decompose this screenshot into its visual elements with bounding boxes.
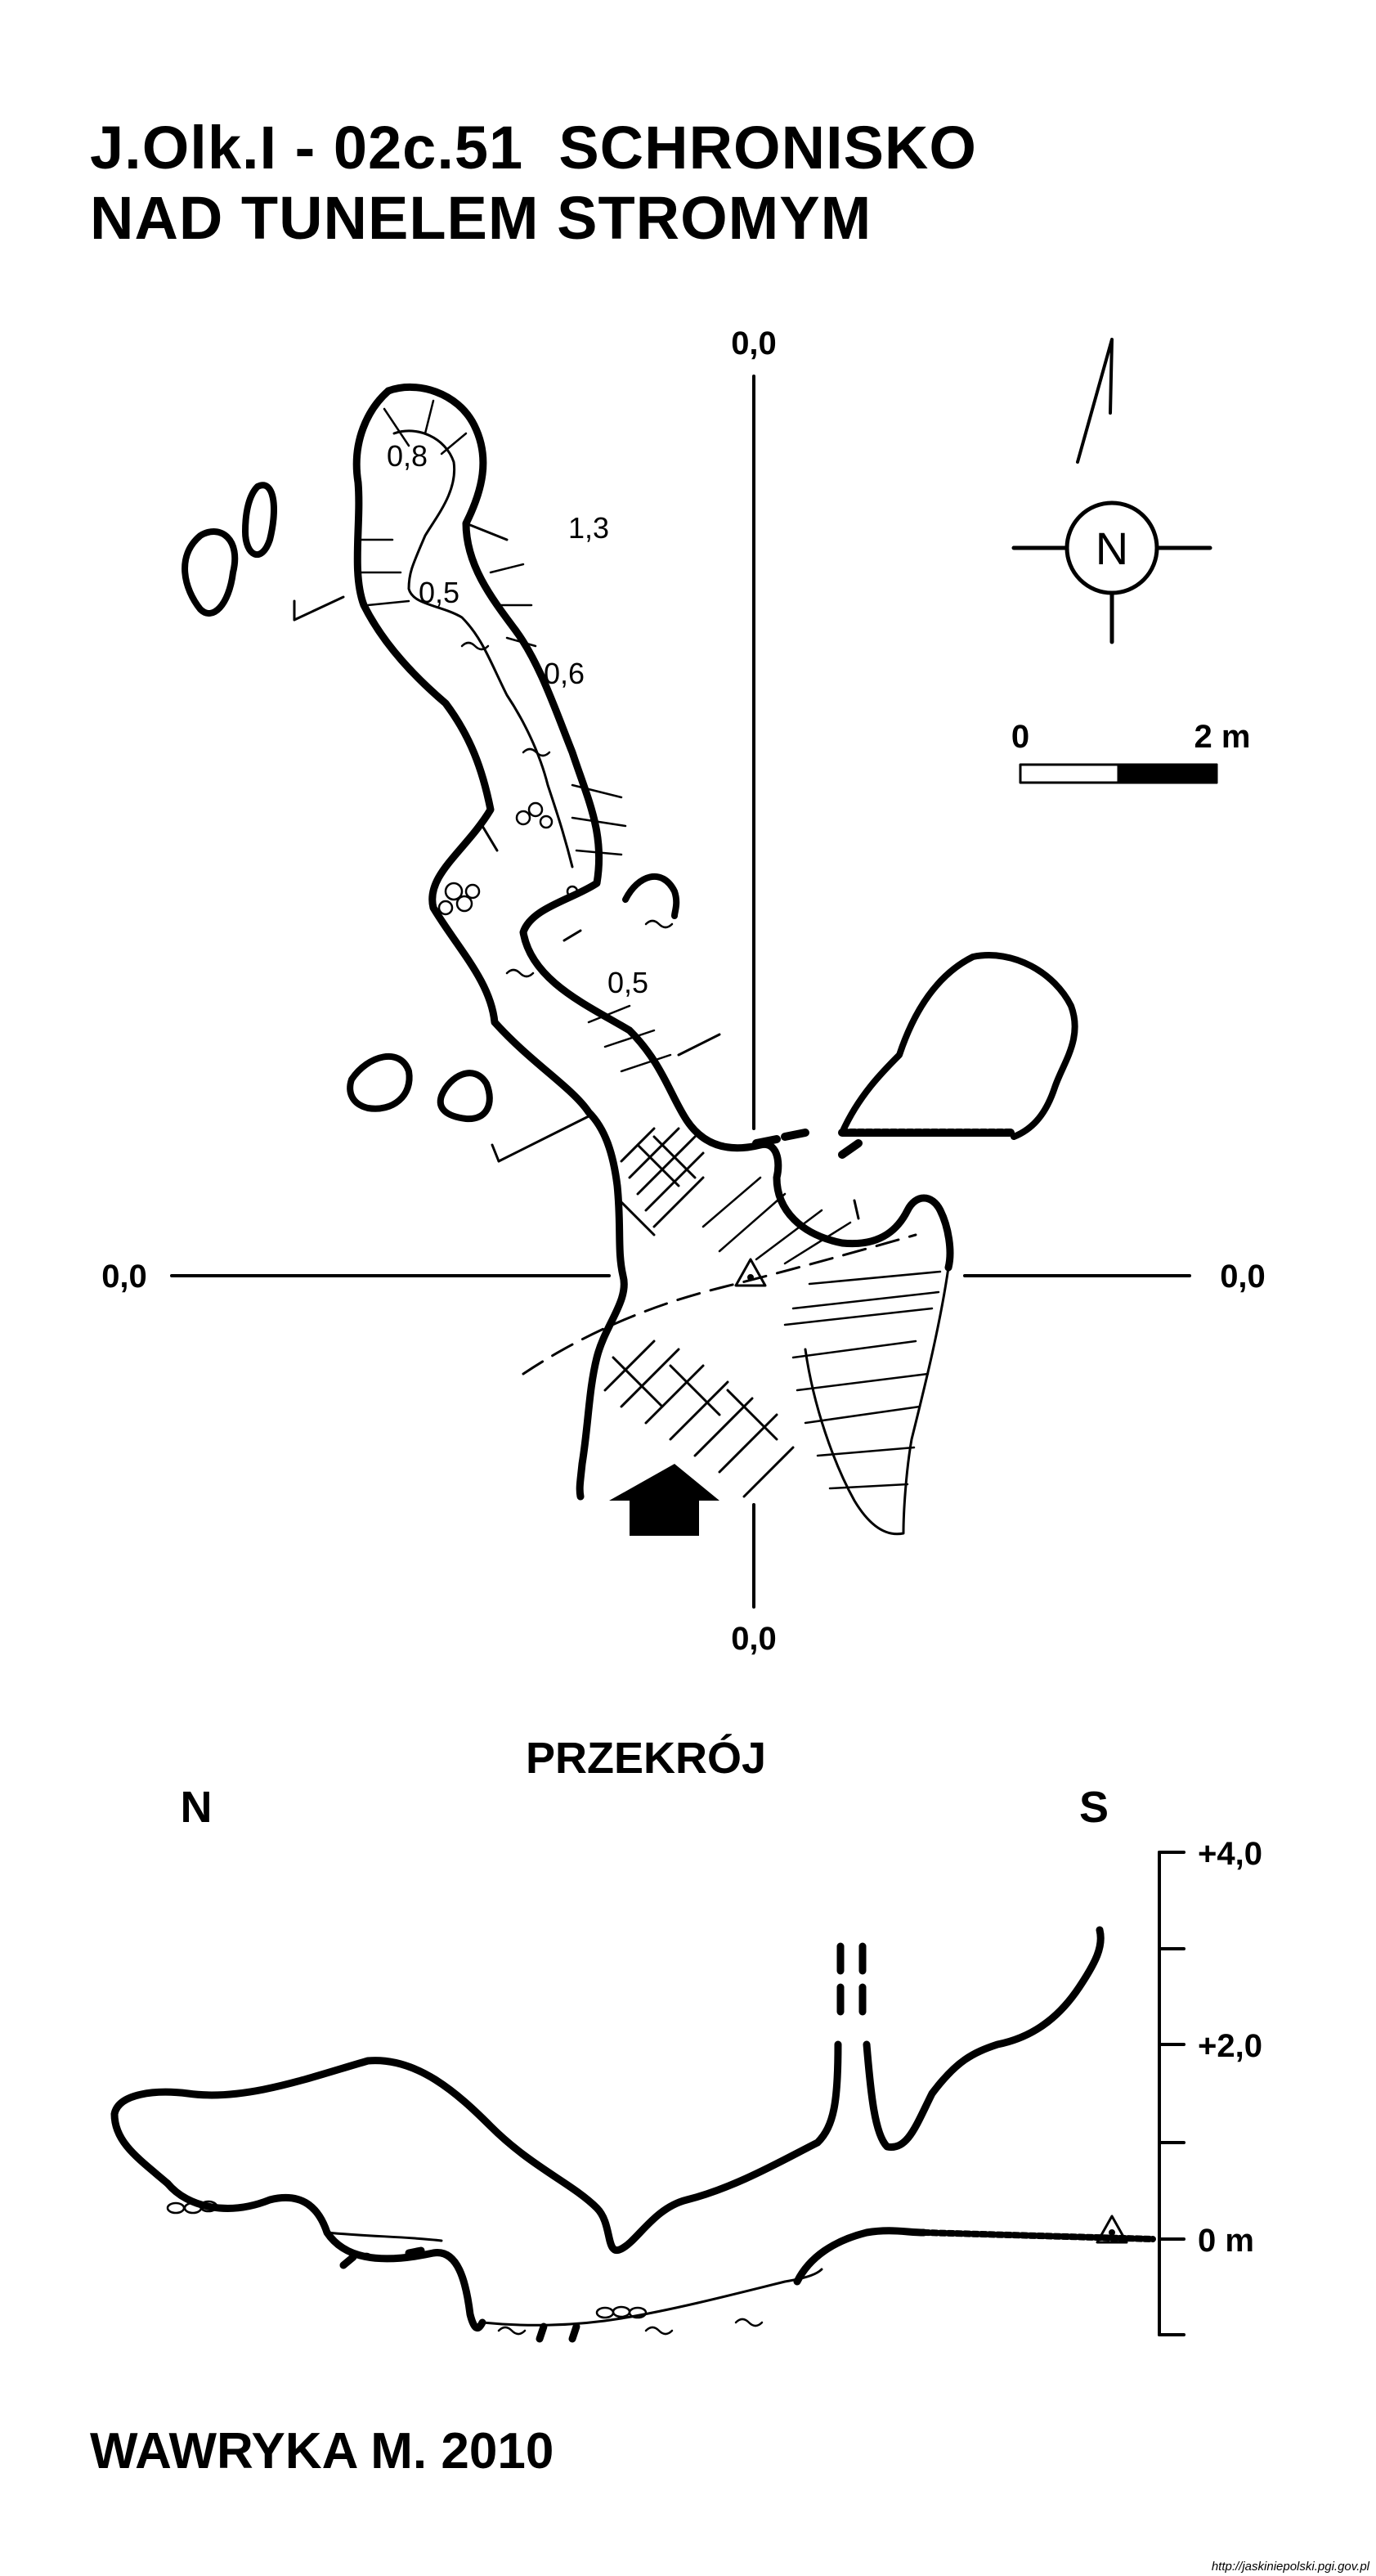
height-label-3: 0,5 (419, 576, 459, 609)
slope-hatching (358, 399, 942, 1490)
section-vertical-scale (1158, 1851, 1186, 2336)
passage-west-wall (352, 387, 628, 1501)
chimney-dashes (836, 1942, 867, 2016)
section-title: PRZEKRÓJ (526, 1734, 766, 1783)
east-chamber-wall (804, 1266, 950, 1536)
axis-label-top: 0,0 (731, 325, 777, 361)
author-credit: WAWRYKA M. 2010 (90, 2423, 554, 2480)
section-sediment-strip (921, 2229, 1156, 2242)
section-south-label: S (1079, 1783, 1109, 1832)
height-label-5: 0,5 (607, 966, 648, 999)
scale-end-label: 2 m (1194, 719, 1251, 755)
section-scale-label-2: +2,0 (1198, 2028, 1262, 2064)
section-view (110, 1851, 1186, 2343)
height-label-4: 0,6 (544, 657, 585, 690)
water-marks (460, 641, 674, 978)
section-ceiling (110, 2040, 842, 2254)
floor-dashes (339, 2246, 580, 2343)
section-floor-sediment (325, 2231, 823, 2327)
reference-axes (170, 375, 1191, 1609)
scale-bar (1019, 763, 1218, 784)
height-label-2: 1,3 (568, 511, 609, 545)
sediment-cross-hatch (603, 1127, 795, 1498)
map-title: J.Olk.I - 02c.51 SCHRONISKO NAD TUNELEM … (90, 113, 977, 254)
axis-label-bottom: 0,0 (731, 1621, 777, 1657)
axis-label-right: 0,0 (1220, 1259, 1266, 1295)
survey-station-icon (734, 1258, 767, 1287)
title-line-1: J.Olk.I - 02c.51 SCHRONISKO (90, 114, 977, 182)
section-east-floor (793, 2227, 928, 2286)
boulders (437, 801, 579, 916)
section-floor (164, 2179, 486, 2331)
north-arrow-icon (1011, 338, 1212, 644)
section-chimney (863, 1926, 1105, 2152)
section-markers (293, 522, 860, 1220)
north-letter: N (1096, 523, 1128, 574)
passage-opening-dashes (752, 1129, 863, 1159)
section-boulders (166, 2200, 648, 2319)
upper-chamber-floor (392, 429, 574, 868)
plan-view (170, 338, 1218, 1609)
section-scale-label-3: 0 m (1198, 2223, 1254, 2259)
title-line-2: NAD TUNELEM STROMYM (90, 184, 872, 252)
section-survey-station-icon (1096, 2215, 1128, 2244)
passage-east-wall (384, 383, 954, 1272)
source-url[interactable]: http://jaskiniepolski.pgi.gov.pl (1211, 2560, 1369, 2574)
section-water-marks (358, 2252, 764, 2336)
section-scale-label-1: +4,0 (1198, 1836, 1262, 1872)
section-north-label: N (181, 1783, 213, 1832)
height-label-1: 0,8 (387, 439, 428, 473)
axis-label-left: 0,0 (101, 1259, 147, 1295)
rock-pillars (182, 482, 1078, 1140)
scale-start-label: 0 (1011, 719, 1029, 755)
entrance-arrow-icon (609, 1464, 719, 1536)
survey-dashed-line (522, 1233, 917, 1376)
